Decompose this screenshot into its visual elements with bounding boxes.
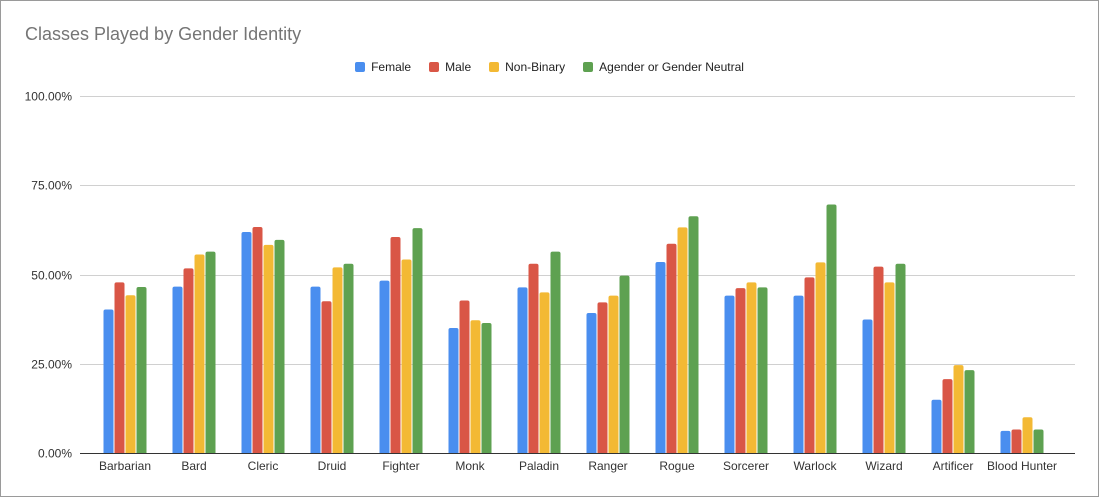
x-tick-label: Wizard — [865, 459, 902, 473]
x-tick-label: Monk — [455, 459, 485, 473]
bar — [586, 313, 597, 453]
bar — [931, 399, 942, 453]
bar — [252, 227, 263, 453]
x-tick-label: Druid — [318, 459, 347, 473]
bar — [528, 263, 539, 453]
bar — [194, 254, 205, 453]
y-tick-label: 75.00% — [31, 179, 72, 193]
bar — [517, 287, 528, 453]
chart-title: Classes Played by Gender Identity — [25, 24, 302, 44]
bar — [310, 286, 321, 453]
bar — [379, 280, 390, 453]
bar — [735, 288, 746, 453]
legend-swatch — [429, 62, 440, 72]
bar — [103, 309, 114, 453]
bar — [263, 244, 274, 453]
bar — [332, 267, 343, 453]
bar — [390, 237, 401, 453]
bar — [746, 282, 757, 453]
bar — [481, 323, 492, 453]
bar — [114, 282, 125, 453]
legend-item[interactable]: Female — [355, 60, 411, 74]
x-tick-label: Artificer — [933, 459, 974, 473]
x-tick-label: Fighter — [382, 459, 419, 473]
y-tick-label: 25.00% — [31, 358, 72, 372]
bar — [1000, 430, 1011, 453]
bar — [470, 320, 481, 453]
bar — [205, 251, 216, 453]
legend-item[interactable]: Male — [429, 60, 471, 74]
bar — [401, 259, 412, 453]
x-tick-label: Sorcerer — [723, 459, 769, 473]
bar — [183, 268, 194, 453]
bar — [136, 286, 147, 453]
bar — [1033, 429, 1044, 453]
legend-item[interactable]: Agender or Gender Neutral — [583, 60, 744, 74]
bar — [815, 262, 826, 453]
bar — [448, 328, 459, 453]
x-tick-label: Blood Hunter — [987, 459, 1057, 473]
bar — [688, 216, 699, 453]
bar — [321, 301, 332, 453]
legend-swatch — [355, 62, 366, 72]
x-tick-label: Bard — [181, 459, 206, 473]
legend-swatch — [489, 62, 500, 72]
legend-label: Non-Binary — [505, 60, 566, 74]
bar — [677, 227, 688, 453]
x-tick-label: Ranger — [588, 459, 627, 473]
x-tick-label: Barbarian — [99, 459, 151, 473]
x-tick-label: Warlock — [794, 459, 838, 473]
bar — [608, 295, 619, 453]
bar — [1011, 429, 1022, 453]
legend-swatch — [583, 62, 594, 72]
bar — [550, 251, 561, 453]
bar — [1022, 417, 1033, 453]
legend-label: Agender or Gender Neutral — [599, 60, 744, 74]
bar — [862, 319, 873, 453]
bar — [597, 302, 608, 453]
x-tick-label: Paladin — [519, 459, 559, 473]
bar — [172, 286, 183, 453]
y-tick-label: 50.00% — [31, 269, 72, 283]
bar — [343, 263, 354, 453]
bar — [412, 228, 423, 453]
bar — [942, 379, 953, 453]
legend-label: Female — [371, 60, 412, 74]
bar — [274, 239, 285, 453]
legend-label: Male — [445, 60, 472, 74]
y-tick-label: 100.00% — [25, 90, 73, 104]
bar — [964, 370, 975, 453]
bar — [539, 292, 550, 453]
x-tick-label: Rogue — [659, 459, 695, 473]
bar — [953, 365, 964, 453]
bar — [804, 277, 815, 453]
bar — [125, 295, 136, 453]
bar — [241, 232, 252, 453]
bar — [757, 287, 768, 453]
y-tick-label: 0.00% — [38, 447, 72, 461]
bar — [873, 266, 884, 453]
x-tick-label: Cleric — [248, 459, 279, 473]
bar — [793, 295, 804, 453]
bar — [666, 243, 677, 453]
bar — [655, 262, 666, 453]
bar — [895, 263, 906, 453]
bar — [619, 275, 630, 453]
bar — [826, 204, 837, 453]
bar — [884, 282, 895, 453]
bar — [459, 300, 470, 453]
legend-item[interactable]: Non-Binary — [489, 60, 565, 74]
bar — [724, 295, 735, 453]
legend: Female Male Non-Binary Agender or Gender Ne… — [0, 60, 1099, 74]
